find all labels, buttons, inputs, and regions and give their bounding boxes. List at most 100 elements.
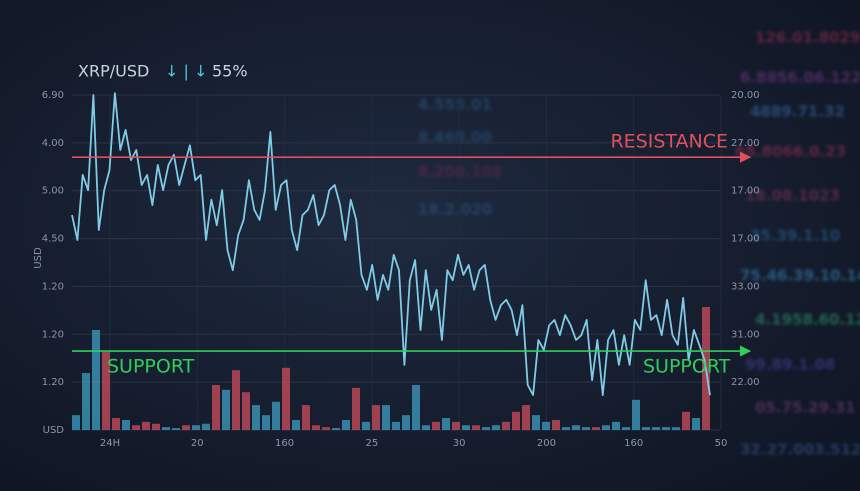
y-axis-label: USD [33, 247, 44, 269]
y-tick-label: 1.20 [42, 377, 64, 388]
volume-bar [202, 423, 210, 430]
volume-bar [172, 428, 180, 430]
volume-bar [242, 392, 250, 430]
price-line [71, 92, 711, 396]
volume-bar [632, 399, 640, 430]
volume-bar [212, 385, 220, 430]
volume-bar [362, 421, 370, 430]
volume-bar [622, 427, 630, 430]
volume-bar [642, 427, 650, 430]
volume-bar [552, 419, 560, 430]
volume-bar [672, 427, 680, 430]
background-number: 75.46.39.10.14 [740, 267, 860, 285]
volume-bar [402, 415, 410, 430]
y2-tick-label: 27.00 [731, 138, 760, 149]
volume-bar [132, 425, 140, 430]
volume-bar [122, 419, 130, 430]
resistance-label: RESISTANCE [610, 131, 728, 153]
background-number: 32.27.003.5126 [740, 441, 860, 459]
x-tick-label: 24H [100, 438, 120, 449]
volume-bar [492, 425, 500, 430]
volume-bar [252, 405, 260, 430]
support-label: SUPPORT [643, 356, 731, 378]
volume-bar [692, 418, 700, 430]
volume-bar [482, 427, 490, 430]
volume-bar [82, 373, 90, 430]
volume-bar [542, 421, 550, 430]
volume-bar [152, 423, 160, 430]
y2-tick-label: 22.00 [731, 377, 760, 388]
x-tick-label: 30 [453, 438, 466, 449]
volume-bar [562, 427, 570, 430]
volume-bar [142, 421, 150, 430]
volume-bar [192, 425, 200, 430]
background-text: 126.01.8029 6.8856.06.122 4889.71.32 68.806… [418, 29, 860, 459]
volume-bar [392, 421, 400, 430]
background-number: 05.75.29.31 [755, 399, 856, 417]
background-number: 4889.71.32 [750, 103, 845, 121]
volume-bar [222, 389, 230, 430]
background-number: 126.01.8029 [755, 29, 860, 47]
volume-bar [472, 425, 480, 430]
volume-bar [442, 418, 450, 430]
volume-bar [652, 427, 660, 430]
change: 55% [212, 62, 248, 81]
volume-bar [92, 329, 100, 430]
volume-bar [432, 421, 440, 430]
volume-bar [682, 411, 690, 430]
volume-bar [452, 421, 460, 430]
x-tick-label: 160 [624, 438, 643, 449]
volume-bar [382, 405, 390, 430]
y2-tick-label: 20.00 [731, 90, 760, 101]
x-tick-label: 20 [191, 438, 204, 449]
background-number: 6.8856.06.122 [740, 69, 860, 87]
y2-tick-label: 17.00 [731, 186, 760, 197]
background-number: 4.1958.60.12 [755, 311, 860, 329]
volume-bar [572, 425, 580, 430]
volume-bar [162, 427, 170, 430]
volume-bar [352, 387, 360, 430]
volume-bar [302, 405, 310, 430]
background-number: 4.555.01 [418, 96, 492, 114]
y-tick-label: 6.90 [42, 90, 64, 101]
x-tick-label: 25 [365, 438, 378, 449]
support-label: SUPPORT [107, 356, 195, 378]
volume-bar [262, 415, 270, 430]
y-tick-label: 5.00 [42, 186, 64, 197]
volume-bar [372, 405, 380, 430]
volume-bar [592, 427, 600, 430]
volume-bar [332, 428, 340, 430]
volume-bar [72, 415, 80, 430]
y2-tick-label: 31.00 [731, 329, 760, 340]
y2-tick-label: 33.00 [731, 281, 760, 292]
x-tick-label: 200 [537, 438, 556, 449]
volume-bar [182, 425, 190, 430]
background-number: 18.2.020 [418, 201, 492, 219]
volume-bar [312, 425, 320, 430]
y-tick-label: 4.00 [42, 138, 64, 149]
background-number: 8.468.00 [418, 129, 492, 147]
volume-bar [412, 385, 420, 430]
y-tick-label: 1.20 [42, 281, 64, 292]
chart-title: XRP/USD [78, 62, 149, 81]
x-tick-label: 50 [715, 438, 728, 449]
volume-bar [292, 419, 300, 430]
y-tick-label: USD [43, 425, 65, 436]
background-number: 18.08.1023 [745, 187, 840, 205]
volume-bar [272, 401, 280, 430]
background-number: 99.89.1.08 [745, 356, 835, 374]
volume-bar [102, 351, 110, 430]
volume-bar [522, 405, 530, 430]
volume-bar [322, 427, 330, 430]
volume-bar [422, 425, 430, 430]
volume-bar [112, 418, 120, 430]
volume-bar [232, 370, 240, 430]
volume-bar [502, 421, 510, 430]
volume-bar [662, 427, 670, 430]
y-tick-label: 1.20 [42, 329, 64, 340]
x-tick-label: 160 [275, 438, 294, 449]
volume-bar [612, 421, 620, 430]
volume-bar [602, 425, 610, 430]
